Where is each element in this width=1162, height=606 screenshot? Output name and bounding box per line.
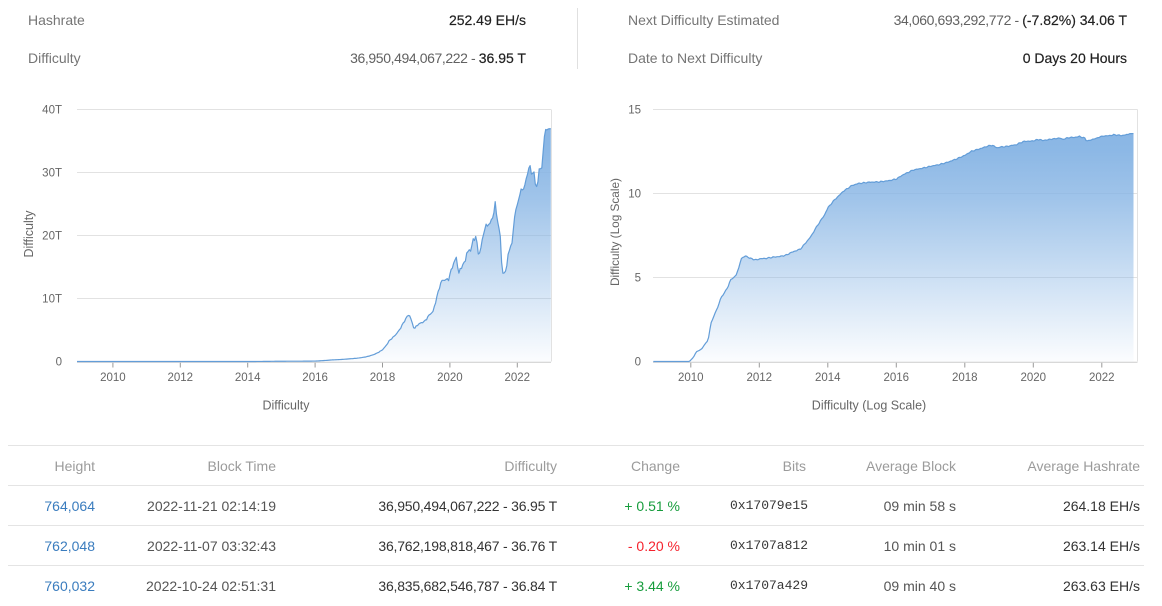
svg-text:40T: 40T (42, 105, 62, 117)
svg-text:2016: 2016 (884, 372, 910, 384)
svg-text:20T: 20T (42, 231, 62, 243)
svg-text:2014: 2014 (815, 372, 841, 384)
svg-text:30T: 30T (42, 168, 62, 180)
svg-text:0: 0 (635, 357, 641, 369)
svg-text:2016: 2016 (302, 372, 328, 384)
svg-text:2010: 2010 (678, 372, 704, 384)
svg-text:2020: 2020 (437, 372, 463, 384)
svg-text:5: 5 (635, 273, 641, 285)
svg-text:Difficulty: Difficulty (262, 399, 310, 413)
svg-text:2020: 2020 (1021, 372, 1047, 384)
svg-text:Difficulty: Difficulty (22, 210, 36, 258)
svg-text:2010: 2010 (100, 372, 126, 384)
svg-text:15: 15 (628, 105, 641, 117)
svg-text:2018: 2018 (370, 372, 396, 384)
svg-text:2018: 2018 (952, 372, 978, 384)
svg-text:2022: 2022 (505, 372, 531, 384)
svg-text:Difficulty (Log Scale): Difficulty (Log Scale) (608, 178, 622, 286)
svg-text:2012: 2012 (168, 372, 194, 384)
svg-text:2022: 2022 (1089, 372, 1115, 384)
svg-text:10: 10 (628, 189, 641, 201)
svg-text:2014: 2014 (235, 372, 261, 384)
svg-text:10T: 10T (42, 294, 62, 306)
svg-text:2012: 2012 (747, 372, 773, 384)
svg-text:Difficulty (Log Scale): Difficulty (Log Scale) (812, 399, 926, 413)
svg-text:0: 0 (56, 357, 62, 369)
